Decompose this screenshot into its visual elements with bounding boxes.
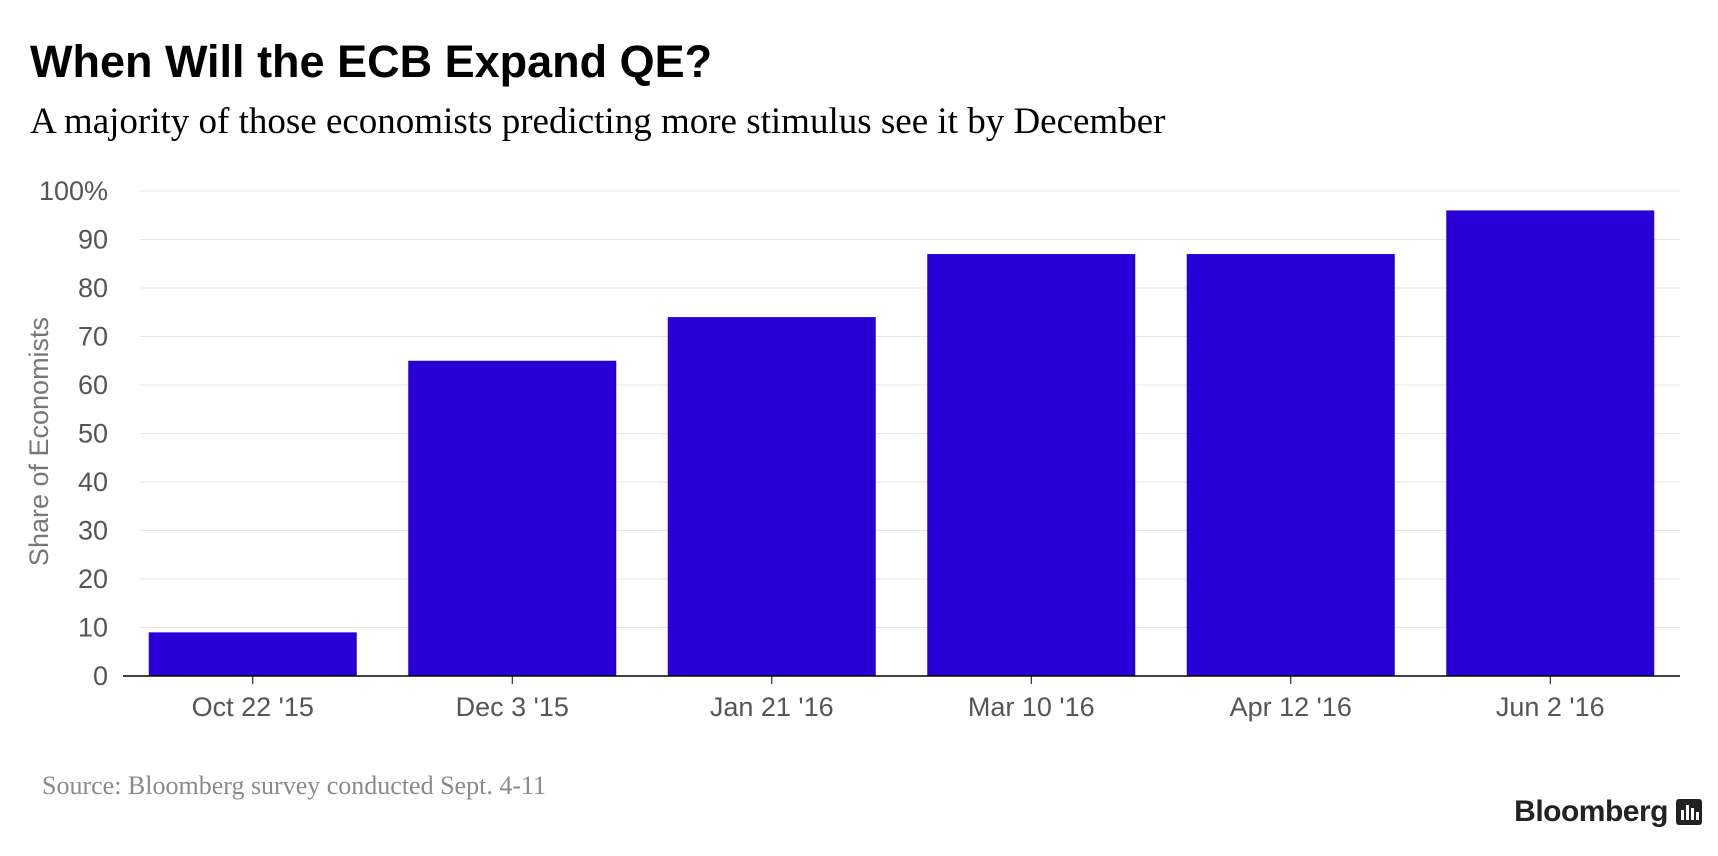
y-tick-label: 60 [78, 370, 108, 400]
x-tick-label: Dec 3 '15 [456, 692, 569, 722]
bar [667, 317, 876, 676]
y-tick-label: 80 [78, 273, 108, 303]
y-tick-label: 70 [78, 322, 108, 352]
axes: 0 10 20 30 40 50 60 70 80 90 100% Oct 22 '15 Dec 3 '… [39, 176, 1680, 722]
x-tick-label: Apr 12 '16 [1230, 692, 1352, 722]
y-tick-label: 0 [93, 661, 108, 691]
bar [1446, 210, 1655, 676]
y-tick-label: 40 [78, 467, 108, 497]
bars [148, 210, 1655, 677]
y-tick-label: 10 [78, 613, 108, 643]
gridlines [140, 190, 1680, 628]
y-tick-label: 90 [78, 225, 108, 255]
bar-chart: 0 10 20 30 40 50 60 70 80 90 100% Oct 22 '15 Dec 3 '… [24, 176, 1680, 722]
bar [148, 632, 357, 676]
bar [408, 360, 617, 676]
y-tick-label: 100% [39, 176, 108, 206]
brand-name: Bloomberg [1514, 795, 1668, 828]
source-note: Source: Bloomberg survey conducted Sept.… [42, 771, 547, 800]
chart-title: When Will the ECB Expand QE? [30, 36, 713, 87]
y-axis-label: Share of Economists [24, 317, 54, 566]
bar [927, 254, 1136, 677]
x-tick-label: Oct 22 '15 [192, 692, 314, 722]
bloomberg-logo: Bloomberg [1514, 795, 1702, 829]
chart-subtitle: A majority of those economists predictin… [30, 101, 1166, 142]
y-tick-label: 50 [78, 419, 108, 449]
y-tick-label: 30 [78, 516, 108, 546]
x-tick-label: Jun 2 '16 [1496, 692, 1605, 722]
y-tick-label: 20 [78, 564, 108, 594]
bar-chart-icon [1676, 799, 1702, 825]
x-tick-label: Jan 21 '16 [710, 692, 834, 722]
bar [1186, 254, 1395, 677]
x-tick-label: Mar 10 '16 [968, 692, 1095, 722]
